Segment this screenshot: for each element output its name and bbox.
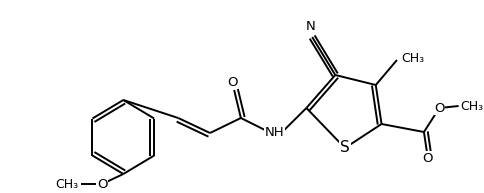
Text: O: O xyxy=(227,75,237,89)
Text: S: S xyxy=(339,141,349,156)
Text: CH₃: CH₃ xyxy=(460,100,483,113)
Text: NH: NH xyxy=(264,126,284,140)
Text: O: O xyxy=(433,102,444,114)
Text: O: O xyxy=(97,178,107,190)
Text: CH₃: CH₃ xyxy=(400,52,423,65)
Text: O: O xyxy=(422,152,432,164)
Text: CH₃: CH₃ xyxy=(55,178,78,190)
Text: N: N xyxy=(305,20,315,34)
